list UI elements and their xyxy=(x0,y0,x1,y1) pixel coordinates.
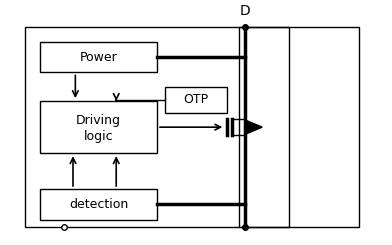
Bar xyxy=(165,87,227,113)
Bar xyxy=(40,189,157,220)
Text: detection: detection xyxy=(69,198,128,211)
Bar xyxy=(239,27,359,227)
Bar xyxy=(25,27,289,227)
Text: Power: Power xyxy=(80,50,118,63)
Text: Driving: Driving xyxy=(76,113,121,126)
Text: logic: logic xyxy=(84,130,114,143)
Bar xyxy=(40,101,157,153)
Text: OTP: OTP xyxy=(183,93,209,106)
Text: D: D xyxy=(239,4,250,18)
Bar xyxy=(40,42,157,73)
Polygon shape xyxy=(247,121,262,134)
